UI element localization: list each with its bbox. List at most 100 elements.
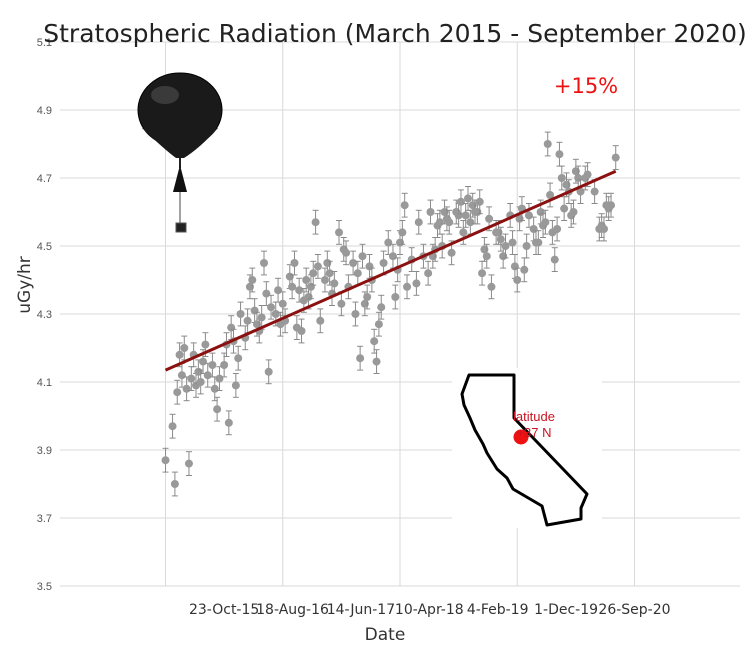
point-marker bbox=[236, 310, 245, 318]
latitude-value: +37 N bbox=[516, 425, 551, 440]
point-marker bbox=[260, 259, 268, 267]
point-marker bbox=[248, 276, 257, 284]
point-marker bbox=[543, 140, 552, 148]
data-point bbox=[262, 281, 271, 306]
point-marker bbox=[201, 340, 210, 349]
data-point bbox=[424, 260, 433, 286]
data-point bbox=[372, 349, 381, 374]
point-marker bbox=[271, 310, 280, 318]
y-tick-label: 4.9 bbox=[37, 105, 52, 117]
data-point bbox=[513, 267, 522, 293]
data-point bbox=[459, 220, 468, 245]
percent-change-label: +15% bbox=[554, 74, 618, 98]
data-point bbox=[482, 243, 491, 269]
point-marker bbox=[384, 238, 393, 247]
x-tick-label: 23-Oct-15 bbox=[189, 602, 259, 618]
point-marker bbox=[459, 228, 468, 237]
point-marker bbox=[210, 384, 219, 393]
point-marker bbox=[262, 289, 271, 298]
point-marker bbox=[351, 310, 360, 318]
point-marker bbox=[508, 238, 517, 247]
data-points bbox=[161, 131, 620, 497]
data-point bbox=[475, 189, 484, 215]
data-point bbox=[412, 271, 421, 296]
point-marker bbox=[553, 225, 562, 233]
data-point bbox=[496, 226, 505, 252]
point-marker bbox=[213, 405, 222, 414]
point-marker bbox=[466, 218, 475, 227]
trend-line bbox=[164, 169, 617, 372]
point-marker bbox=[414, 218, 423, 227]
point-marker bbox=[456, 197, 465, 206]
point-marker bbox=[182, 384, 191, 393]
y-tick-label: 4.3 bbox=[37, 309, 52, 321]
point-marker bbox=[379, 259, 388, 267]
data-point bbox=[337, 291, 346, 317]
data-point bbox=[184, 451, 193, 476]
point-marker bbox=[482, 252, 491, 261]
data-point bbox=[311, 209, 320, 235]
point-marker bbox=[600, 225, 608, 233]
point-marker bbox=[234, 354, 243, 363]
point-marker bbox=[203, 371, 212, 380]
point-marker bbox=[215, 374, 224, 383]
data-point bbox=[487, 274, 496, 300]
data-point bbox=[607, 192, 616, 218]
data-point bbox=[236, 301, 245, 327]
point-marker bbox=[196, 378, 205, 386]
point-marker bbox=[590, 187, 599, 196]
point-marker bbox=[342, 248, 351, 257]
point-marker bbox=[175, 350, 184, 359]
point-marker bbox=[184, 459, 193, 468]
point-marker bbox=[557, 174, 566, 182]
x-tick-label: 14-Jun-17 bbox=[327, 602, 395, 618]
point-marker bbox=[199, 357, 208, 366]
data-point bbox=[391, 284, 400, 310]
data-point bbox=[520, 257, 529, 283]
data-point bbox=[553, 216, 562, 242]
point-marker bbox=[583, 170, 592, 179]
point-marker bbox=[320, 276, 329, 284]
point-marker bbox=[475, 197, 484, 206]
point-marker bbox=[400, 201, 409, 210]
data-point bbox=[173, 379, 182, 405]
data-point bbox=[550, 247, 559, 272]
data-point bbox=[180, 335, 189, 361]
point-marker bbox=[356, 354, 365, 363]
point-marker bbox=[349, 259, 358, 267]
data-point bbox=[168, 413, 177, 439]
data-point bbox=[342, 240, 351, 266]
data-point bbox=[611, 145, 620, 170]
latitude-label: latitude bbox=[513, 409, 555, 424]
data-point bbox=[524, 203, 533, 228]
x-tick-label: 1-Dec-19 bbox=[534, 602, 598, 618]
location-marker bbox=[513, 429, 529, 445]
x-tick-label: 10-Apr-18 bbox=[395, 602, 464, 618]
data-point bbox=[288, 274, 297, 300]
data-point bbox=[264, 359, 273, 385]
point-marker bbox=[168, 422, 177, 431]
point-marker bbox=[313, 262, 322, 271]
point-marker bbox=[330, 279, 339, 288]
data-point bbox=[543, 131, 552, 157]
data-point bbox=[170, 471, 179, 497]
data-point bbox=[426, 199, 435, 225]
data-point bbox=[370, 328, 379, 354]
y-tick-label: 3.5 bbox=[37, 581, 52, 593]
point-marker bbox=[447, 248, 456, 257]
data-point bbox=[278, 291, 287, 317]
data-point bbox=[363, 284, 372, 310]
y-axis-ticks: 3.5 3.7 3.9 4.1 4.3 4.5 4.7 4.9 5.1 bbox=[37, 37, 52, 593]
point-marker bbox=[177, 371, 186, 380]
point-marker bbox=[358, 252, 367, 261]
point-marker bbox=[388, 252, 397, 261]
point-marker bbox=[208, 361, 217, 369]
data-point bbox=[508, 230, 517, 255]
data-point bbox=[560, 196, 569, 221]
data-point bbox=[388, 243, 397, 269]
point-marker bbox=[445, 218, 454, 227]
data-point bbox=[461, 203, 470, 228]
point-marker bbox=[363, 293, 372, 301]
